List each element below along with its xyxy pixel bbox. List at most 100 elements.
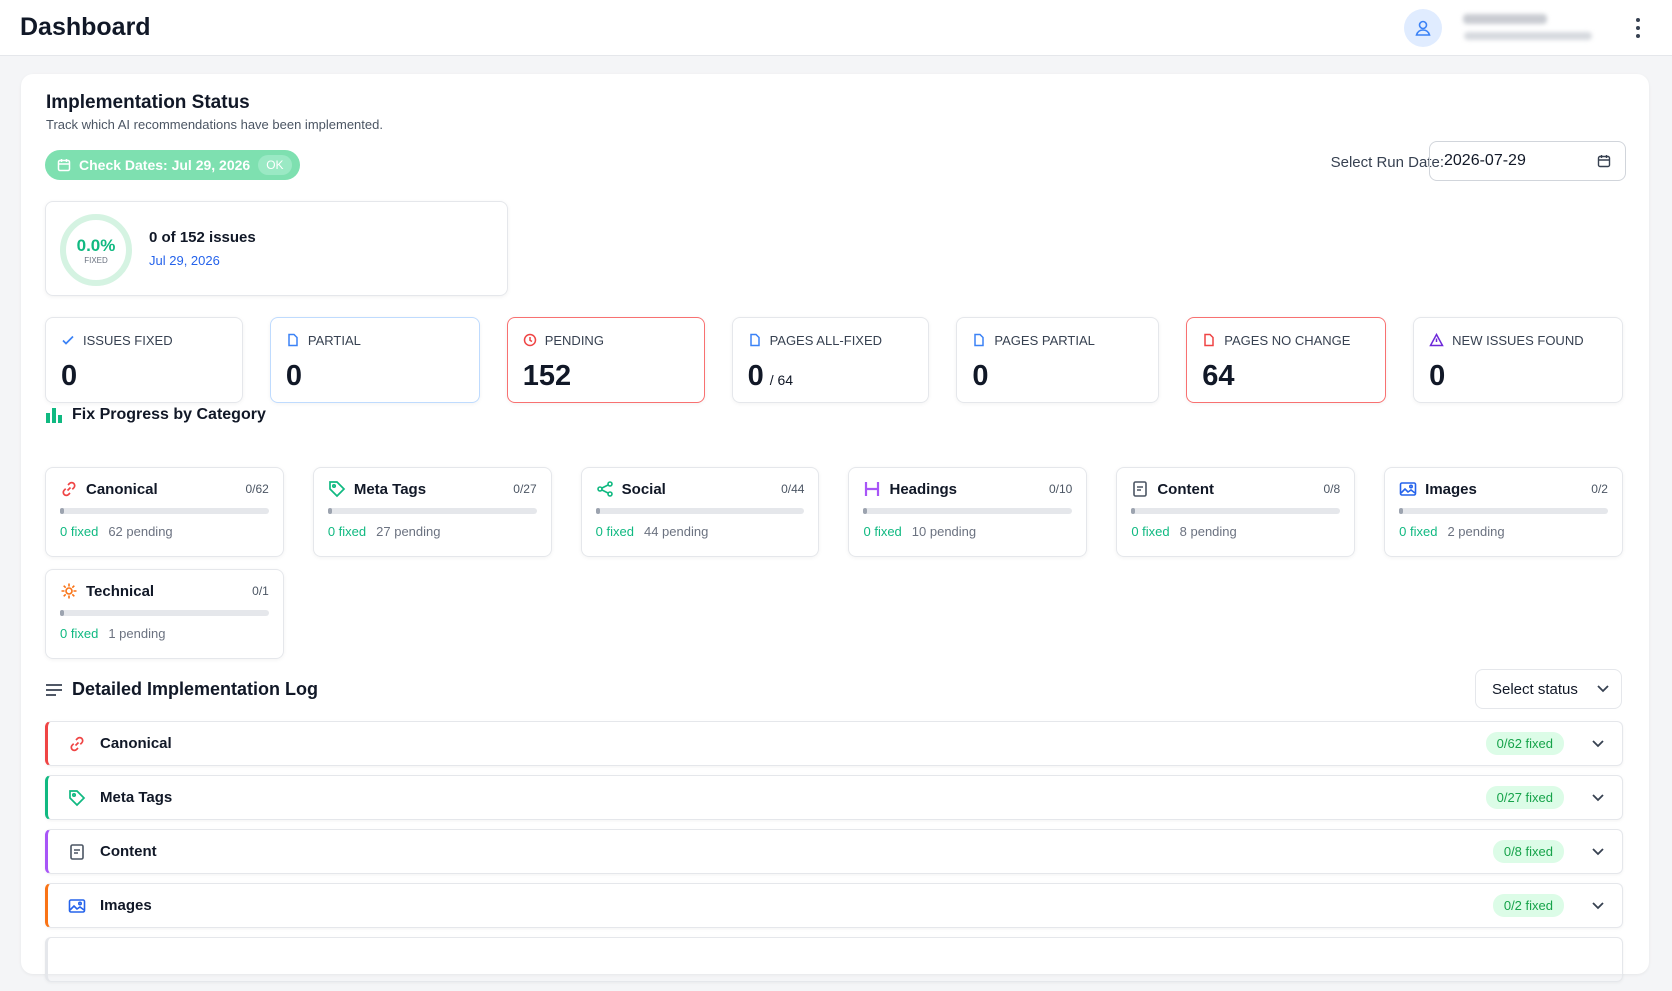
progress-bar xyxy=(1131,508,1341,514)
stat-value-row: 0 xyxy=(61,360,227,393)
stat-label-row: PAGES ALL-FIXED xyxy=(748,332,914,348)
stats-row: ISSUES FIXED 0 PARTIAL 0 PENDING 152 PAGES ALL… xyxy=(45,317,1623,403)
stat-value: 152 xyxy=(522,360,572,392)
run-date-input[interactable]: 2026-07-29 xyxy=(1429,141,1626,181)
icon xyxy=(748,333,762,347)
log-badge: 0/27 fixed xyxy=(1485,786,1564,809)
check-dates-text: Check Dates: Jul 29, 2026 xyxy=(79,157,251,173)
icon xyxy=(328,480,346,498)
category-name: Images xyxy=(1425,480,1477,498)
stat-card: PAGES ALL-FIXED 0 / 64 xyxy=(731,317,930,403)
category-header: Canonical 0/62 xyxy=(60,480,269,498)
user-name-blurred xyxy=(1463,14,1547,24)
category-ratio: 0/8 xyxy=(1323,482,1341,496)
pending-count: 1 pending xyxy=(108,626,166,641)
category-header: Meta Tags 0/27 xyxy=(328,480,537,498)
pending-count: 27 pending xyxy=(376,524,441,539)
fixed-count: 0 fixed xyxy=(60,626,99,641)
menu-button[interactable] xyxy=(1636,18,1640,38)
category-ratio: 0/1 xyxy=(252,584,269,598)
log-row[interactable]: Images 0/2 fixed xyxy=(45,883,1623,928)
category-card: Canonical 0/62 0 fixed 62 pending xyxy=(45,467,284,557)
icon xyxy=(60,582,78,600)
progress-bar xyxy=(595,508,805,514)
category-name: Meta Tags xyxy=(353,480,427,498)
issues-count: 0 of 152 issues xyxy=(149,229,256,246)
log-row[interactable]: Content 0/8 fixed xyxy=(45,829,1623,874)
progress-ring: 0.0% FIXED xyxy=(60,214,132,286)
category-header: Social 0/44 xyxy=(596,480,804,498)
category-footer: 0 fixed 44 pending xyxy=(596,524,805,539)
log-heading: Detailed Implementation Log xyxy=(45,679,318,700)
stat-value-row: 152 xyxy=(523,360,689,393)
log-badge: 0/62 fixed xyxy=(1485,732,1564,755)
top-bar: Dashboard xyxy=(0,0,1672,56)
icon xyxy=(68,897,86,915)
fixed-count: 0 fixed xyxy=(1399,524,1438,539)
icon xyxy=(1131,480,1149,498)
avatar[interactable] xyxy=(1404,9,1442,47)
log-row[interactable]: Canonical 0/62 fixed xyxy=(45,721,1623,766)
stat-value: 64 xyxy=(1202,360,1235,392)
fixed-count: 0 fixed xyxy=(60,524,99,539)
icon xyxy=(60,480,78,498)
check-dates-badge[interactable]: Check Dates: Jul 29, 2026 OK xyxy=(45,150,300,180)
stat-label: PAGES ALL-FIXED xyxy=(769,332,883,348)
section-subtitle: Track which AI recommendations have been… xyxy=(46,117,383,132)
stat-card: NEW ISSUES FOUND 0 xyxy=(1413,317,1623,403)
run-date-value: 2026-07-29 xyxy=(1444,152,1526,169)
fixed-count: 0 fixed xyxy=(1131,524,1170,539)
icon xyxy=(68,843,86,861)
stat-value-row: 0 xyxy=(1429,360,1607,393)
stat-card: PAGES PARTIAL 0 xyxy=(956,317,1160,403)
category-footer: 0 fixed 2 pending xyxy=(1399,524,1608,539)
category-card: Social 0/44 0 fixed 44 pending xyxy=(580,467,820,557)
category-name: Social xyxy=(621,480,666,498)
icon xyxy=(1578,739,1604,748)
stat-label-row: NEW ISSUES FOUND xyxy=(1429,332,1607,348)
stat-value: 0 xyxy=(61,360,78,392)
icon xyxy=(1578,901,1604,910)
category-footer: 0 fixed 27 pending xyxy=(328,524,537,539)
status-filter[interactable]: Select status xyxy=(1475,669,1622,709)
icon xyxy=(1399,480,1417,498)
stat-label: PAGES NO CHANGE xyxy=(1224,332,1351,348)
stat-label-row: ISSUES FIXED xyxy=(61,332,227,348)
stat-label-row: PENDING xyxy=(523,332,689,348)
run-date-label: Select Run Date: xyxy=(1330,154,1444,171)
category-footer: 0 fixed 10 pending xyxy=(863,524,1072,539)
log-name: Meta Tags xyxy=(100,789,173,806)
user-email-blurred xyxy=(1464,32,1592,40)
category-name: Headings xyxy=(889,480,957,498)
percent: 0.0% xyxy=(76,235,116,255)
icon xyxy=(1578,793,1604,802)
icon xyxy=(972,333,986,347)
stat-value: 0 xyxy=(285,360,302,392)
category-header: Content 0/8 xyxy=(1131,480,1340,498)
category-header: Images 0/2 xyxy=(1399,480,1608,498)
percent-label: FIXED xyxy=(84,255,108,265)
category-card: Technical 0/1 0 fixed 1 pending xyxy=(45,569,284,659)
stat-label: PAGES PARTIAL xyxy=(994,332,1095,348)
log-list: Canonical 0/62 fixed Meta Tags 0/27 fixed Co… xyxy=(45,721,1623,991)
log-name: Content xyxy=(100,843,157,860)
stat-label-row: PAGES PARTIAL xyxy=(972,332,1143,348)
stat-label-row: PAGES NO CHANGE xyxy=(1202,332,1370,348)
category-footer: 0 fixed 1 pending xyxy=(60,626,269,641)
category-heading: Fix Progress by Category xyxy=(45,406,266,424)
pending-count: 2 pending xyxy=(1447,524,1505,539)
pending-count: 10 pending xyxy=(911,524,977,539)
log-badge: 0/8 fixed xyxy=(1492,840,1564,863)
icon xyxy=(1578,847,1604,856)
log-name: Canonical xyxy=(100,735,172,752)
stat-value-row: 64 xyxy=(1202,360,1370,393)
log-row[interactable]: Meta Tags 0/27 fixed xyxy=(45,775,1623,820)
icon xyxy=(1202,333,1216,347)
progress-bar xyxy=(863,508,1073,514)
category-card: Content 0/8 0 fixed 8 pending xyxy=(1116,467,1356,557)
icon xyxy=(863,480,881,498)
category-card: Headings 0/10 0 fixed 10 pending xyxy=(848,467,1088,557)
stat-value-row: 0 / 64 xyxy=(748,360,914,393)
progress-bar xyxy=(327,508,537,514)
